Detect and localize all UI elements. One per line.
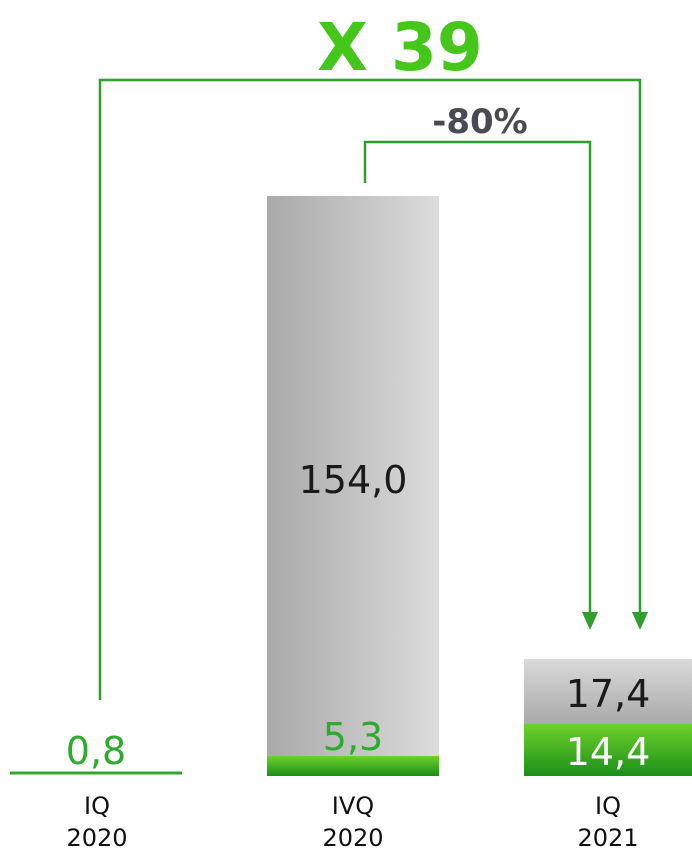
bar-iq2021-green bbox=[524, 724, 692, 776]
category-label-2-line2: 2021 bbox=[577, 824, 638, 851]
annotation-minus80-label: -80% bbox=[432, 102, 528, 142]
category-label-0-line2: 2020 bbox=[66, 824, 127, 851]
bar-iq2021-gray bbox=[524, 659, 692, 724]
value-label-ivq2020-green: 5,3 bbox=[323, 715, 383, 759]
category-label-1-line2: 2020 bbox=[322, 824, 383, 851]
annotation-minus80-connector bbox=[363, 140, 592, 615]
value-label-iq2021-green: 14,4 bbox=[566, 730, 651, 774]
annotation-x39-connector bbox=[98, 78, 642, 700]
bar-ivq2020-gray bbox=[267, 196, 439, 756]
category-label-2-line1: IQ bbox=[595, 792, 621, 820]
value-label-ivq2020-total: 154,0 bbox=[299, 458, 408, 502]
annotation-minus80-arrowhead bbox=[582, 612, 598, 630]
bar-ivq2020-green bbox=[267, 756, 439, 776]
category-label-1-line1: IVQ bbox=[332, 792, 374, 820]
value-label-iq2020: 0,8 bbox=[66, 729, 126, 773]
bars-group bbox=[10, 196, 692, 776]
annotation-x39-label: X 39 bbox=[317, 9, 483, 86]
annotation-x39-arrowhead bbox=[632, 612, 648, 630]
category-label-0-line1: IQ bbox=[84, 792, 110, 820]
value-label-iq2021-total: 17,4 bbox=[566, 672, 651, 716]
